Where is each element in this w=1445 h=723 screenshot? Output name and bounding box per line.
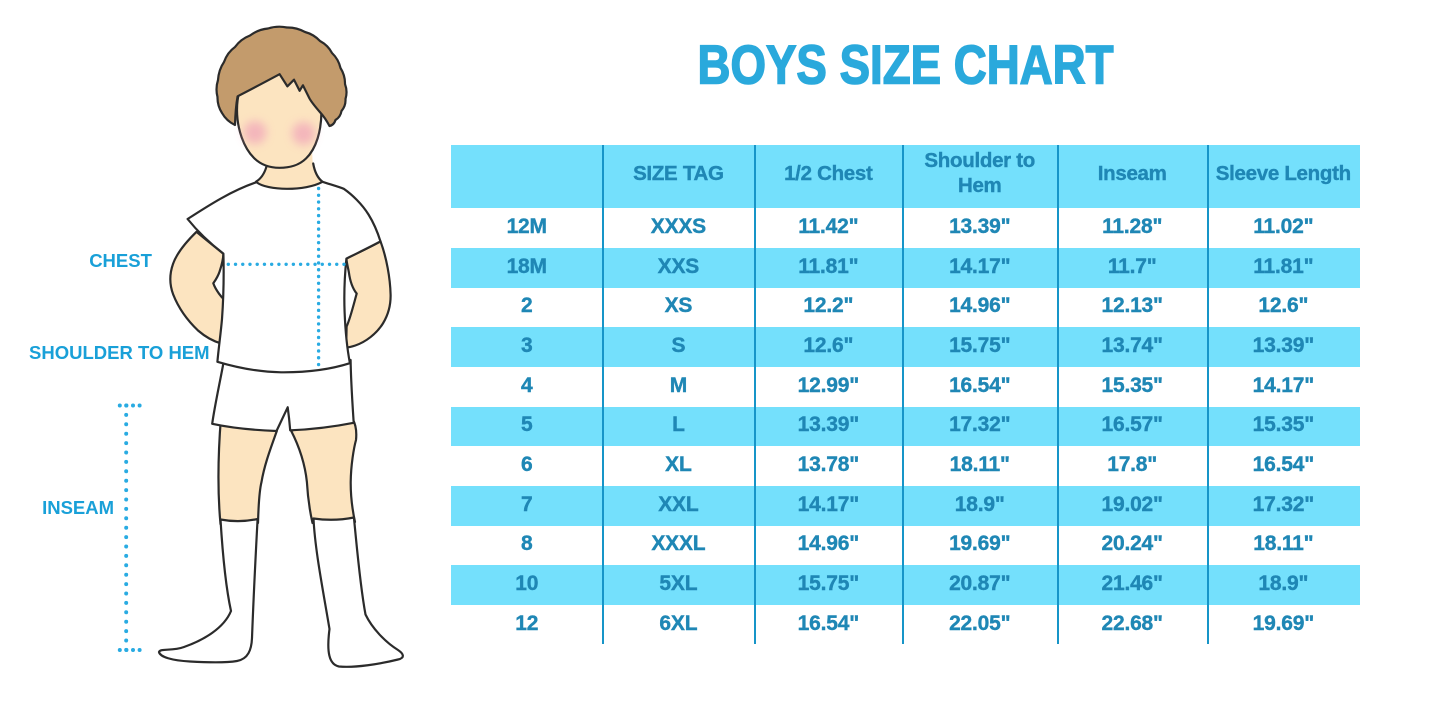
svg-text:BOYS SIZE CHART: BOYS SIZE CHART <box>698 34 1114 96</box>
svg-text:CHEST: CHEST <box>89 250 152 271</box>
svg-text:SHOULDER TO HEM: SHOULDER TO HEM <box>29 342 210 363</box>
svg-text:INSEAM: INSEAM <box>42 497 114 518</box>
